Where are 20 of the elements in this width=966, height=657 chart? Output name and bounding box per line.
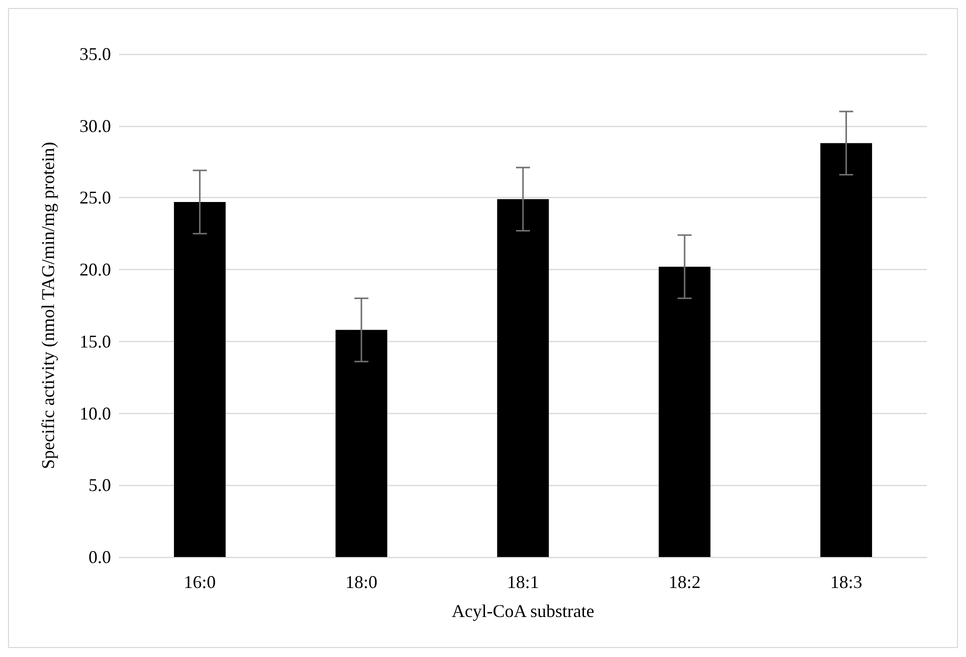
x-tick-label: 16:0 — [184, 572, 216, 592]
y-tick-label: 5.0 — [88, 475, 111, 496]
x-tick-label: 18:3 — [830, 572, 862, 592]
y-tick-label: 15.0 — [80, 331, 111, 352]
bar — [820, 143, 872, 557]
bar — [174, 202, 226, 557]
y-tick-label: 10.0 — [80, 403, 111, 424]
y-axis-title: Specific activity (nmol TAG/min/mg protein) — [38, 142, 58, 470]
x-tick-label: 18:2 — [668, 572, 701, 592]
bar — [658, 266, 710, 557]
bar — [497, 199, 549, 557]
x-axis-title: Acyl-CoA substrate — [452, 601, 594, 621]
x-tick-label: 18:1 — [506, 572, 540, 592]
bar — [336, 330, 388, 557]
y-tick-label: 20.0 — [80, 260, 111, 280]
y-tick-label: 0.0 — [88, 547, 111, 567]
y-tick-label: 25.0 — [80, 188, 111, 208]
x-tick-label: 18:0 — [345, 572, 378, 592]
y-tick-label: 35.0 — [80, 44, 111, 64]
y-tick-label: 30.0 — [80, 116, 111, 136]
